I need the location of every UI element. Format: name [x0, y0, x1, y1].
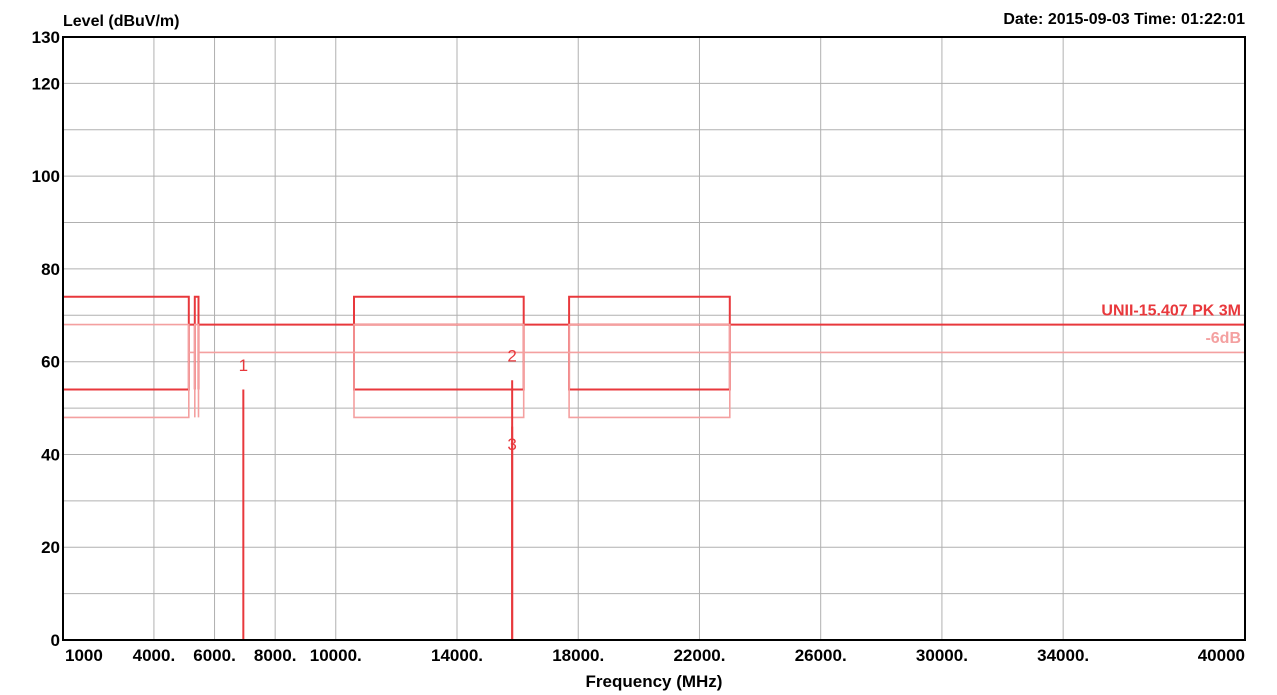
x-tick-label: 4000. — [133, 646, 176, 665]
y-axis-title: Level (dBuV/m) — [63, 13, 179, 30]
x-tick-label: 1000 — [65, 646, 103, 665]
marker-label: 3 — [507, 435, 516, 454]
x-tick-label: 40000 — [1198, 646, 1245, 665]
x-tick-label: 18000. — [552, 646, 604, 665]
x-tick-label: 6000. — [193, 646, 236, 665]
y-tick-label: 100 — [32, 167, 60, 186]
series-layer — [63, 295, 1245, 419]
x-tick-label: 26000. — [795, 646, 847, 665]
x-axis-ticks: 1000 4000. 6000. 8000. 10000. 14000. 18000. 220… — [65, 646, 1245, 665]
y-axis-ticks: 0 20 40 60 80 100 120 130 — [32, 28, 60, 650]
plot-border — [62, 36, 1246, 641]
y-tick-label: 0 — [51, 631, 60, 650]
series-label: -6dB — [1205, 330, 1241, 347]
y-tick-label: 40 — [41, 445, 60, 464]
marker-label: 1 — [239, 356, 248, 375]
y-tick-label: 80 — [41, 260, 60, 279]
markers-layer: 1 2 3 — [239, 347, 517, 640]
x-tick-label: 8000. — [254, 646, 297, 665]
limit-line — [63, 323, 1245, 419]
y-tick-label: 60 — [41, 353, 60, 372]
x-tick-label: 22000. — [673, 646, 725, 665]
x-axis-title: Frequency (MHz) — [586, 672, 723, 691]
x-tick-label: 14000. — [431, 646, 483, 665]
y-tick-label: 20 — [41, 538, 60, 557]
y-tick-label: 120 — [32, 74, 60, 93]
marker-label: 2 — [507, 347, 516, 366]
series-labels: UNII-15.407 PK 3M -6dB — [1101, 302, 1241, 347]
x-tick-label: 10000. — [310, 646, 362, 665]
plot-area — [63, 37, 1245, 640]
y-tick-label: 130 — [32, 28, 60, 47]
series-label: UNII-15.407 PK 3M — [1101, 302, 1241, 319]
x-tick-label: 30000. — [916, 646, 968, 665]
x-tick-label: 34000. — [1037, 646, 1089, 665]
date-time-stamp: Date: 2015-09-03 Time: 01:22:01 — [1003, 11, 1245, 28]
